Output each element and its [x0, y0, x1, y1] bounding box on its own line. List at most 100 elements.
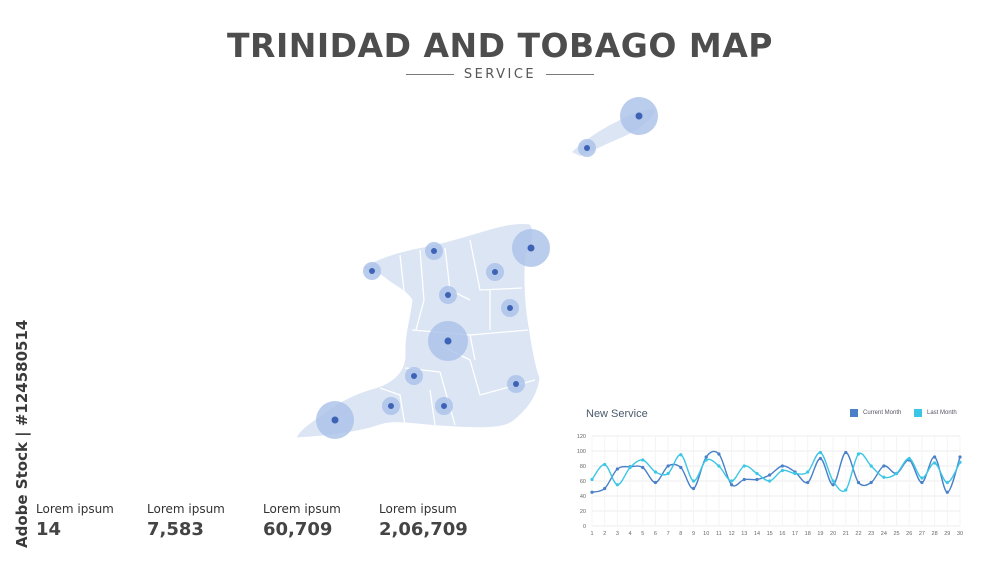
marker-small: [507, 375, 525, 393]
x-tick-label: 2: [603, 531, 606, 537]
x-tick-label: 19: [817, 531, 823, 537]
y-tick-label: 120: [577, 434, 586, 440]
stat-1: Lorem ipsum 14: [36, 502, 114, 540]
x-tick-label: 6: [654, 531, 657, 537]
data-point: [666, 464, 670, 468]
stock-credit: Adobe Stock | #124580514: [13, 319, 31, 548]
data-point: [590, 490, 594, 494]
stat-value: 7,583: [147, 519, 204, 540]
x-tick-label: 13: [741, 531, 747, 537]
data-point: [958, 460, 962, 464]
x-tick-label: 30: [957, 531, 963, 537]
data-point: [615, 467, 619, 471]
x-tick-label: 24: [881, 531, 887, 537]
data-point: [679, 453, 683, 457]
y-tick-label: 60: [580, 479, 586, 485]
x-tick-label: 12: [729, 531, 735, 537]
data-point: [882, 475, 886, 479]
data-point: [717, 464, 721, 468]
stat-label: Lorem ipsum: [147, 502, 225, 516]
x-tick-label: 1: [590, 531, 593, 537]
data-point: [691, 479, 696, 483]
x-tick-label: 23: [868, 531, 874, 537]
legend-label: Last Month: [927, 410, 957, 416]
x-tick-label: 8: [679, 531, 682, 537]
marker-small: [382, 397, 400, 415]
data-point: [869, 480, 873, 485]
y-tick-label: 40: [580, 494, 586, 500]
data-point: [603, 486, 607, 491]
legend-label: Current Month: [863, 410, 902, 416]
legend-swatch: [850, 409, 858, 417]
x-tick-label: 5: [641, 531, 644, 537]
data-point: [679, 465, 683, 470]
x-tick-label: 26: [906, 531, 912, 537]
x-tick-label: 11: [716, 531, 722, 537]
stat-label: Lorem ipsum: [379, 502, 457, 516]
subtitle: SERVICE: [463, 67, 537, 82]
subtitle-divider-left: [405, 74, 454, 75]
data-point: [844, 488, 848, 492]
marker-large: [428, 321, 468, 361]
x-tick-label: 15: [767, 531, 773, 537]
data-point: [844, 450, 848, 455]
x-tick-label: 22: [855, 531, 861, 537]
data-point: [768, 473, 772, 477]
marker-small: [405, 367, 423, 385]
data-point: [793, 471, 797, 476]
data-point: [742, 464, 746, 468]
data-point: [704, 458, 708, 462]
marker-small: [578, 139, 596, 157]
data-point: [780, 468, 784, 473]
stat-value: 2,06,709: [379, 519, 468, 540]
data-point: [755, 477, 759, 482]
y-tick-label: 80: [580, 464, 586, 470]
x-tick-label: 25: [893, 531, 899, 537]
data-point: [666, 471, 670, 476]
marker-small: [425, 242, 443, 260]
legend-swatch: [914, 409, 922, 417]
stat-label: Lorem ipsum: [263, 502, 341, 516]
data-point: [945, 490, 949, 494]
data-point: [641, 458, 645, 462]
x-tick-label: 16: [779, 531, 785, 537]
data-point: [768, 479, 772, 483]
marker-large: [512, 229, 550, 267]
marker-large: [620, 97, 658, 135]
x-tick-label: 21: [843, 531, 849, 537]
x-tick-label: 9: [692, 531, 695, 537]
x-tick-label: 10: [703, 531, 709, 537]
data-point: [882, 464, 886, 468]
data-point: [907, 456, 911, 461]
y-tick-label: 0: [583, 524, 586, 530]
data-point: [704, 455, 708, 459]
data-point: [933, 461, 937, 465]
data-point: [831, 479, 835, 483]
x-tick-label: 14: [754, 531, 760, 537]
subtitle-divider-right: [546, 74, 595, 75]
data-point: [691, 486, 696, 491]
x-tick-label: 7: [667, 531, 670, 537]
marker-small: [486, 263, 504, 281]
data-point: [615, 483, 619, 487]
subtitle-row: SERVICE: [0, 67, 1000, 82]
marker-small: [435, 397, 453, 415]
legend-current-month: Current Month: [850, 409, 901, 417]
data-point: [920, 476, 924, 480]
marker-small: [363, 262, 381, 280]
data-point: [603, 462, 607, 467]
data-point: [920, 480, 924, 485]
data-point: [869, 464, 873, 468]
marker-small: [439, 286, 457, 304]
stat-value: 60,709: [263, 519, 333, 540]
data-point: [742, 477, 746, 482]
x-tick-label: 3: [616, 531, 619, 537]
marker-small: [501, 299, 519, 317]
stat-label: Lorem ipsum: [36, 502, 114, 516]
x-tick-label: 18: [805, 531, 811, 537]
data-point: [641, 465, 645, 470]
data-point: [818, 456, 823, 461]
x-tick-label: 27: [919, 531, 925, 537]
